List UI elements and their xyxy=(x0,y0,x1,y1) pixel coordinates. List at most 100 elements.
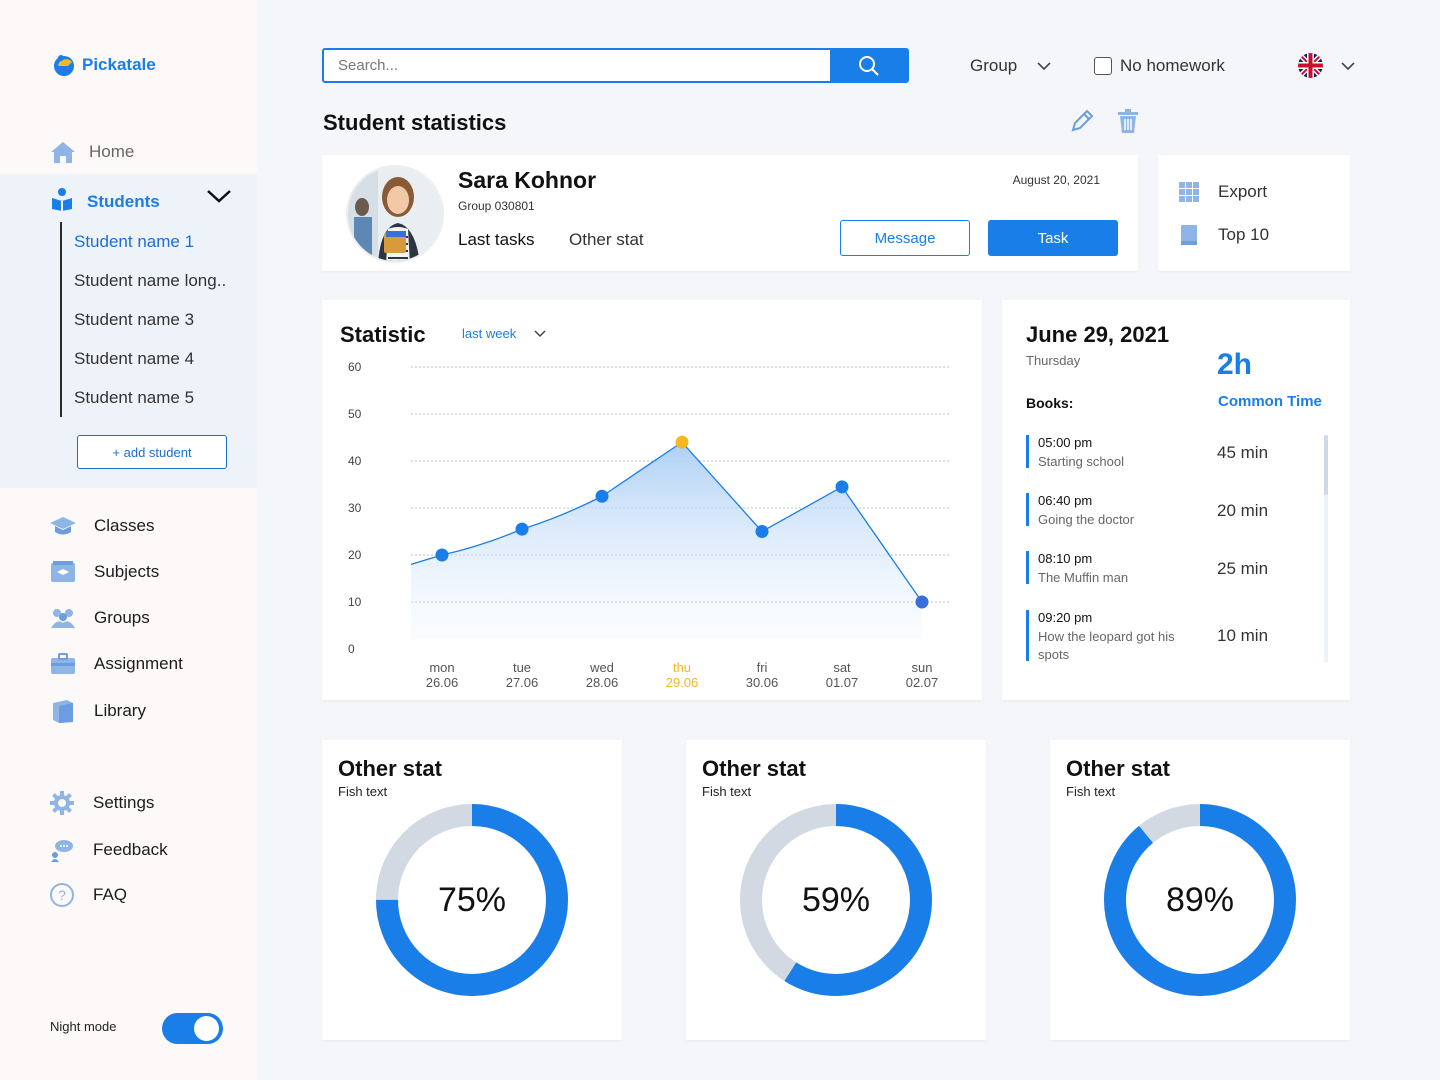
task-button[interactable]: Task xyxy=(988,220,1118,256)
group-dropdown[interactable]: Group xyxy=(970,56,1051,76)
book-bar xyxy=(1026,493,1029,526)
y-tick-label: 60 xyxy=(348,360,362,374)
subjects-icon xyxy=(49,558,77,586)
student-name: Sara Kohnor xyxy=(458,167,597,193)
search-button[interactable] xyxy=(830,50,907,81)
x-tick-date: 02.07 xyxy=(906,675,939,690)
book-bar xyxy=(1026,551,1029,584)
trash-icon[interactable] xyxy=(1117,108,1139,134)
tab-other-stat[interactable]: Other stat xyxy=(569,230,644,249)
nav-feedback[interactable]: Feedback xyxy=(48,836,168,864)
books-scrollbar[interactable] xyxy=(1324,435,1328,663)
student-item[interactable]: Student name 5 xyxy=(74,388,195,407)
nav-students[interactable]: Students xyxy=(49,186,160,217)
search-input[interactable] xyxy=(324,50,830,81)
book-time: 08:10 pm xyxy=(1038,551,1093,566)
night-mode-toggle[interactable] xyxy=(162,1013,223,1044)
other-stat-card: Other stat Fish text 89% xyxy=(1050,740,1350,1040)
nav-library[interactable]: Library xyxy=(49,697,146,725)
tab-last-tasks[interactable]: Last tasks xyxy=(458,230,535,249)
nav-groups[interactable]: Groups xyxy=(49,604,150,632)
statistic-card: 0 10 20 30 40 50 60 mon 26.06 tue 27.06 wed 28.06 thu… xyxy=(322,300,982,700)
top-10-action[interactable]: Top 10 xyxy=(1178,224,1269,246)
donut-arc xyxy=(740,804,932,996)
data-point xyxy=(435,548,449,562)
stat-percent: 89% xyxy=(1165,880,1235,919)
book-icon xyxy=(1181,225,1197,245)
y-tick-label: 20 xyxy=(348,548,362,562)
grid-icon xyxy=(1179,182,1199,202)
y-tick-label: 0 xyxy=(348,642,355,656)
chevron-down-icon xyxy=(1341,61,1355,70)
book-duration: 10 min xyxy=(1217,626,1269,645)
no-homework-filter[interactable]: No homework xyxy=(1094,56,1225,76)
x-tick-date: 01.07 xyxy=(826,675,859,690)
no-homework-checkbox[interactable] xyxy=(1094,57,1112,75)
avatar xyxy=(346,165,444,263)
book-bar xyxy=(1026,435,1029,468)
period-dropdown[interactable]: last week xyxy=(462,326,546,341)
scrollbar-thumb[interactable] xyxy=(1324,435,1328,495)
nav-home[interactable]: Home xyxy=(49,138,134,166)
nav-label: Subjects xyxy=(94,562,160,581)
statistic-title: Statistic xyxy=(340,322,426,347)
other-stat-card: Other stat Fish text 75% xyxy=(322,740,622,1040)
question-icon: ? xyxy=(48,881,76,909)
area-fill xyxy=(411,442,922,639)
book-title: Starting school xyxy=(1038,454,1124,469)
nav-subjects[interactable]: Subjects xyxy=(49,558,159,586)
book-duration: 25 min xyxy=(1217,559,1269,578)
chevron-down-icon[interactable] xyxy=(206,186,232,206)
x-tick-day: wed xyxy=(589,660,614,675)
message-button[interactable]: Message xyxy=(840,220,970,256)
books-icon xyxy=(49,697,77,725)
language-selector[interactable] xyxy=(1298,53,1355,78)
chevron-down-icon xyxy=(1037,62,1051,71)
x-tick-day: mon xyxy=(429,660,454,675)
nav-label: Settings xyxy=(93,793,155,812)
book-time: 06:40 pm xyxy=(1038,493,1093,508)
nav-label: Library xyxy=(94,701,146,720)
day-weekday: Thursday xyxy=(1026,353,1081,368)
nav-assignment[interactable]: Assignment xyxy=(49,650,183,678)
graduation-cap-icon xyxy=(49,512,77,540)
common-time-value: 2h xyxy=(1217,348,1253,381)
students-icon xyxy=(49,186,75,217)
toggle-knob xyxy=(194,1016,219,1041)
sidebar: Pickatale Home Students Student name 1 S… xyxy=(0,0,257,1080)
stat-subtitle: Fish text xyxy=(702,784,752,799)
group-label: Group xyxy=(970,56,1018,75)
nav-label: Groups xyxy=(94,608,150,627)
student-item[interactable]: Student name 3 xyxy=(74,310,195,329)
other-stat-card: Other stat Fish text 59% xyxy=(686,740,986,1040)
search-icon xyxy=(858,55,879,76)
logo[interactable]: Pickatale xyxy=(52,52,156,78)
nav-label: Assignment xyxy=(94,654,183,673)
nav-classes[interactable]: Classes xyxy=(49,512,154,540)
add-student-button[interactable]: + add student xyxy=(77,435,227,469)
edit-icon[interactable] xyxy=(1069,108,1095,134)
student-group: Group 030801 xyxy=(458,199,535,213)
briefcase-icon xyxy=(49,650,77,678)
page-title: Student statistics xyxy=(323,110,507,135)
nav-label: FAQ xyxy=(93,885,128,904)
student-item[interactable]: Student name 4 xyxy=(74,349,195,368)
nav-settings[interactable]: Settings xyxy=(48,789,154,817)
home-icon xyxy=(49,138,77,166)
x-tick-date: 27.06 xyxy=(506,675,539,690)
nav-students-label: Students xyxy=(87,191,160,211)
groups-icon xyxy=(49,604,77,632)
x-tick-day: fri xyxy=(757,660,768,675)
nav-faq[interactable]: ? FAQ xyxy=(48,881,127,909)
data-point xyxy=(595,489,609,503)
student-item[interactable]: Student name long.. xyxy=(74,271,227,290)
nav-label: Classes xyxy=(94,516,155,535)
nav-home-label: Home xyxy=(89,142,135,161)
x-tick-day: sat xyxy=(833,660,851,675)
export-action[interactable]: Export xyxy=(1178,181,1267,203)
pickatale-logo-icon xyxy=(54,55,74,76)
stat-title: Other stat xyxy=(702,756,806,781)
stat-title: Other stat xyxy=(1066,756,1170,781)
student-item[interactable]: Student name 1 xyxy=(74,232,195,251)
